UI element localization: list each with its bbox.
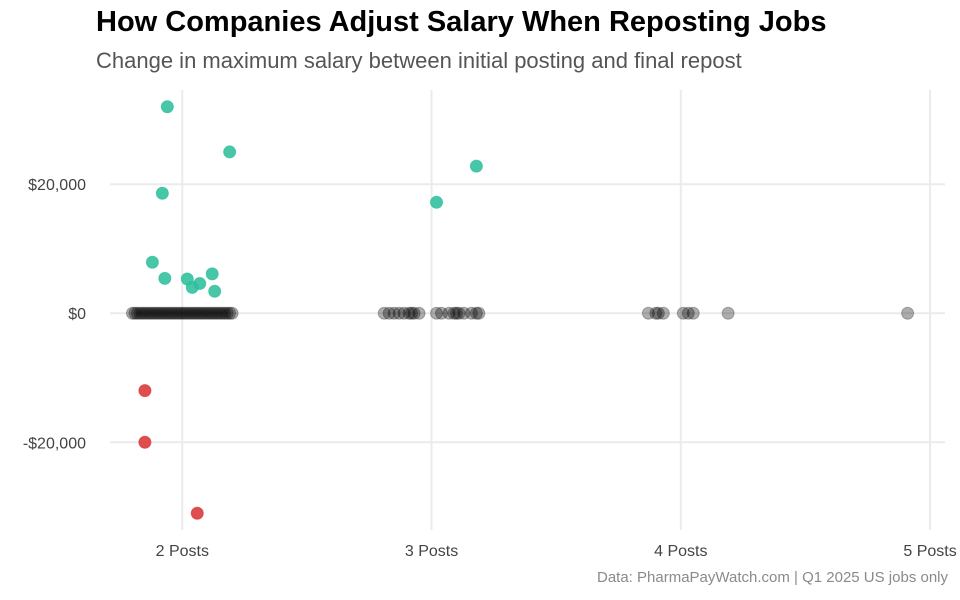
- data-point-no-change: [213, 306, 227, 320]
- data-point-no-change: [387, 306, 401, 320]
- data-point-no-change: [170, 306, 184, 320]
- data-point-no-change: [203, 306, 217, 320]
- data-point-increase: [205, 267, 219, 281]
- data-point-increase: [430, 195, 444, 209]
- data-point-no-change: [457, 306, 471, 320]
- data-point-increase: [158, 271, 172, 285]
- data-point-no-change: [153, 306, 167, 320]
- data-point-no-change: [200, 306, 214, 320]
- data-point-no-change: [449, 306, 463, 320]
- data-point-no-change: [160, 306, 174, 320]
- data-point-no-change: [150, 306, 164, 320]
- data-point-no-change: [405, 306, 419, 320]
- data-point-no-change: [681, 306, 695, 320]
- data-point-no-change: [188, 306, 202, 320]
- data-point-no-change: [168, 306, 182, 320]
- data-point-no-change: [402, 306, 416, 320]
- chart-caption: Data: PharmaPayWatch.com | Q1 2025 US jo…: [597, 569, 948, 586]
- x-tick-label: 2 Posts: [156, 543, 209, 560]
- data-point-no-change: [140, 306, 154, 320]
- data-point-decrease: [138, 435, 152, 449]
- data-point-decrease: [190, 506, 204, 520]
- data-point-no-change: [130, 306, 144, 320]
- data-point-increase: [160, 100, 174, 114]
- data-point-increase: [155, 186, 169, 200]
- data-point-no-change: [165, 306, 179, 320]
- data-point-no-change: [721, 306, 735, 320]
- data-point-no-change: [193, 306, 207, 320]
- data-point-no-change: [125, 306, 139, 320]
- data-point-no-change: [641, 306, 655, 320]
- y-tick-label: $0: [68, 306, 86, 323]
- data-point-no-change: [148, 306, 162, 320]
- data-point-no-change: [133, 306, 147, 320]
- data-point-no-change: [190, 306, 204, 320]
- data-point-no-change: [138, 306, 152, 320]
- data-point-no-change: [128, 306, 142, 320]
- data-point-increase: [208, 284, 222, 298]
- data-point-no-change: [225, 306, 239, 320]
- data-point-no-change: [158, 306, 172, 320]
- data-point-no-change: [155, 306, 169, 320]
- data-point-no-change: [649, 306, 663, 320]
- x-tick-label: 5 Posts: [903, 543, 956, 560]
- data-point-no-change: [407, 306, 421, 320]
- chart-title: How Companies Adjust Salary When Reposti…: [96, 6, 827, 38]
- data-point-no-change: [469, 306, 483, 320]
- y-tick-label: $20,000: [28, 177, 86, 194]
- data-point-no-change: [195, 306, 209, 320]
- data-point-no-change: [210, 306, 224, 320]
- data-point-no-change: [180, 306, 194, 320]
- data-point-no-change: [392, 306, 406, 320]
- data-point-no-change: [183, 306, 197, 320]
- y-tick-label: -$20,000: [23, 435, 86, 452]
- data-point-no-change: [447, 306, 461, 320]
- data-point-no-change: [178, 306, 192, 320]
- tick-labels: 2 Posts 3 Posts 4 Posts 5 Posts $20,000 $0 -$2…: [23, 177, 957, 560]
- data-point-no-change: [135, 306, 149, 320]
- data-point-no-change: [145, 306, 159, 320]
- x-tick-label: 3 Posts: [405, 543, 458, 560]
- data-point-no-change: [223, 306, 237, 320]
- data-point-no-change: [651, 306, 665, 320]
- data-point-no-change: [175, 306, 189, 320]
- data-point-no-change: [173, 306, 187, 320]
- data-point-increase: [469, 159, 483, 173]
- gridlines: [110, 90, 945, 530]
- data-point-no-change: [686, 306, 700, 320]
- data-point-no-change: [464, 306, 478, 320]
- data-point-no-change: [198, 306, 212, 320]
- data-point-no-change: [397, 306, 411, 320]
- data-point-no-change: [208, 306, 222, 320]
- data-point-no-change: [442, 306, 456, 320]
- data-point-no-change: [143, 306, 157, 320]
- data-point-no-change: [676, 306, 690, 320]
- data-point-no-change: [220, 306, 234, 320]
- data-points: [125, 100, 915, 520]
- x-tick-label: 4 Posts: [654, 543, 707, 560]
- data-point-no-change: [430, 306, 444, 320]
- data-point-no-change: [163, 306, 177, 320]
- data-point-no-change: [215, 306, 229, 320]
- data-point-no-change: [656, 306, 670, 320]
- data-point-no-change: [901, 306, 915, 320]
- chart-subtitle: Change in maximum salary between initial…: [96, 48, 742, 73]
- data-point-no-change: [205, 306, 219, 320]
- data-point-increase: [193, 277, 207, 291]
- data-point-no-change: [412, 306, 426, 320]
- data-point-decrease: [138, 384, 152, 398]
- data-point-no-change: [472, 306, 486, 320]
- data-point-no-change: [382, 306, 396, 320]
- data-point-no-change: [377, 306, 391, 320]
- data-point-no-change: [435, 306, 449, 320]
- data-point-increase: [145, 255, 159, 269]
- data-point-no-change: [218, 306, 232, 320]
- data-point-increase: [223, 145, 237, 159]
- data-point-no-change: [185, 306, 199, 320]
- data-point-no-change: [452, 306, 466, 320]
